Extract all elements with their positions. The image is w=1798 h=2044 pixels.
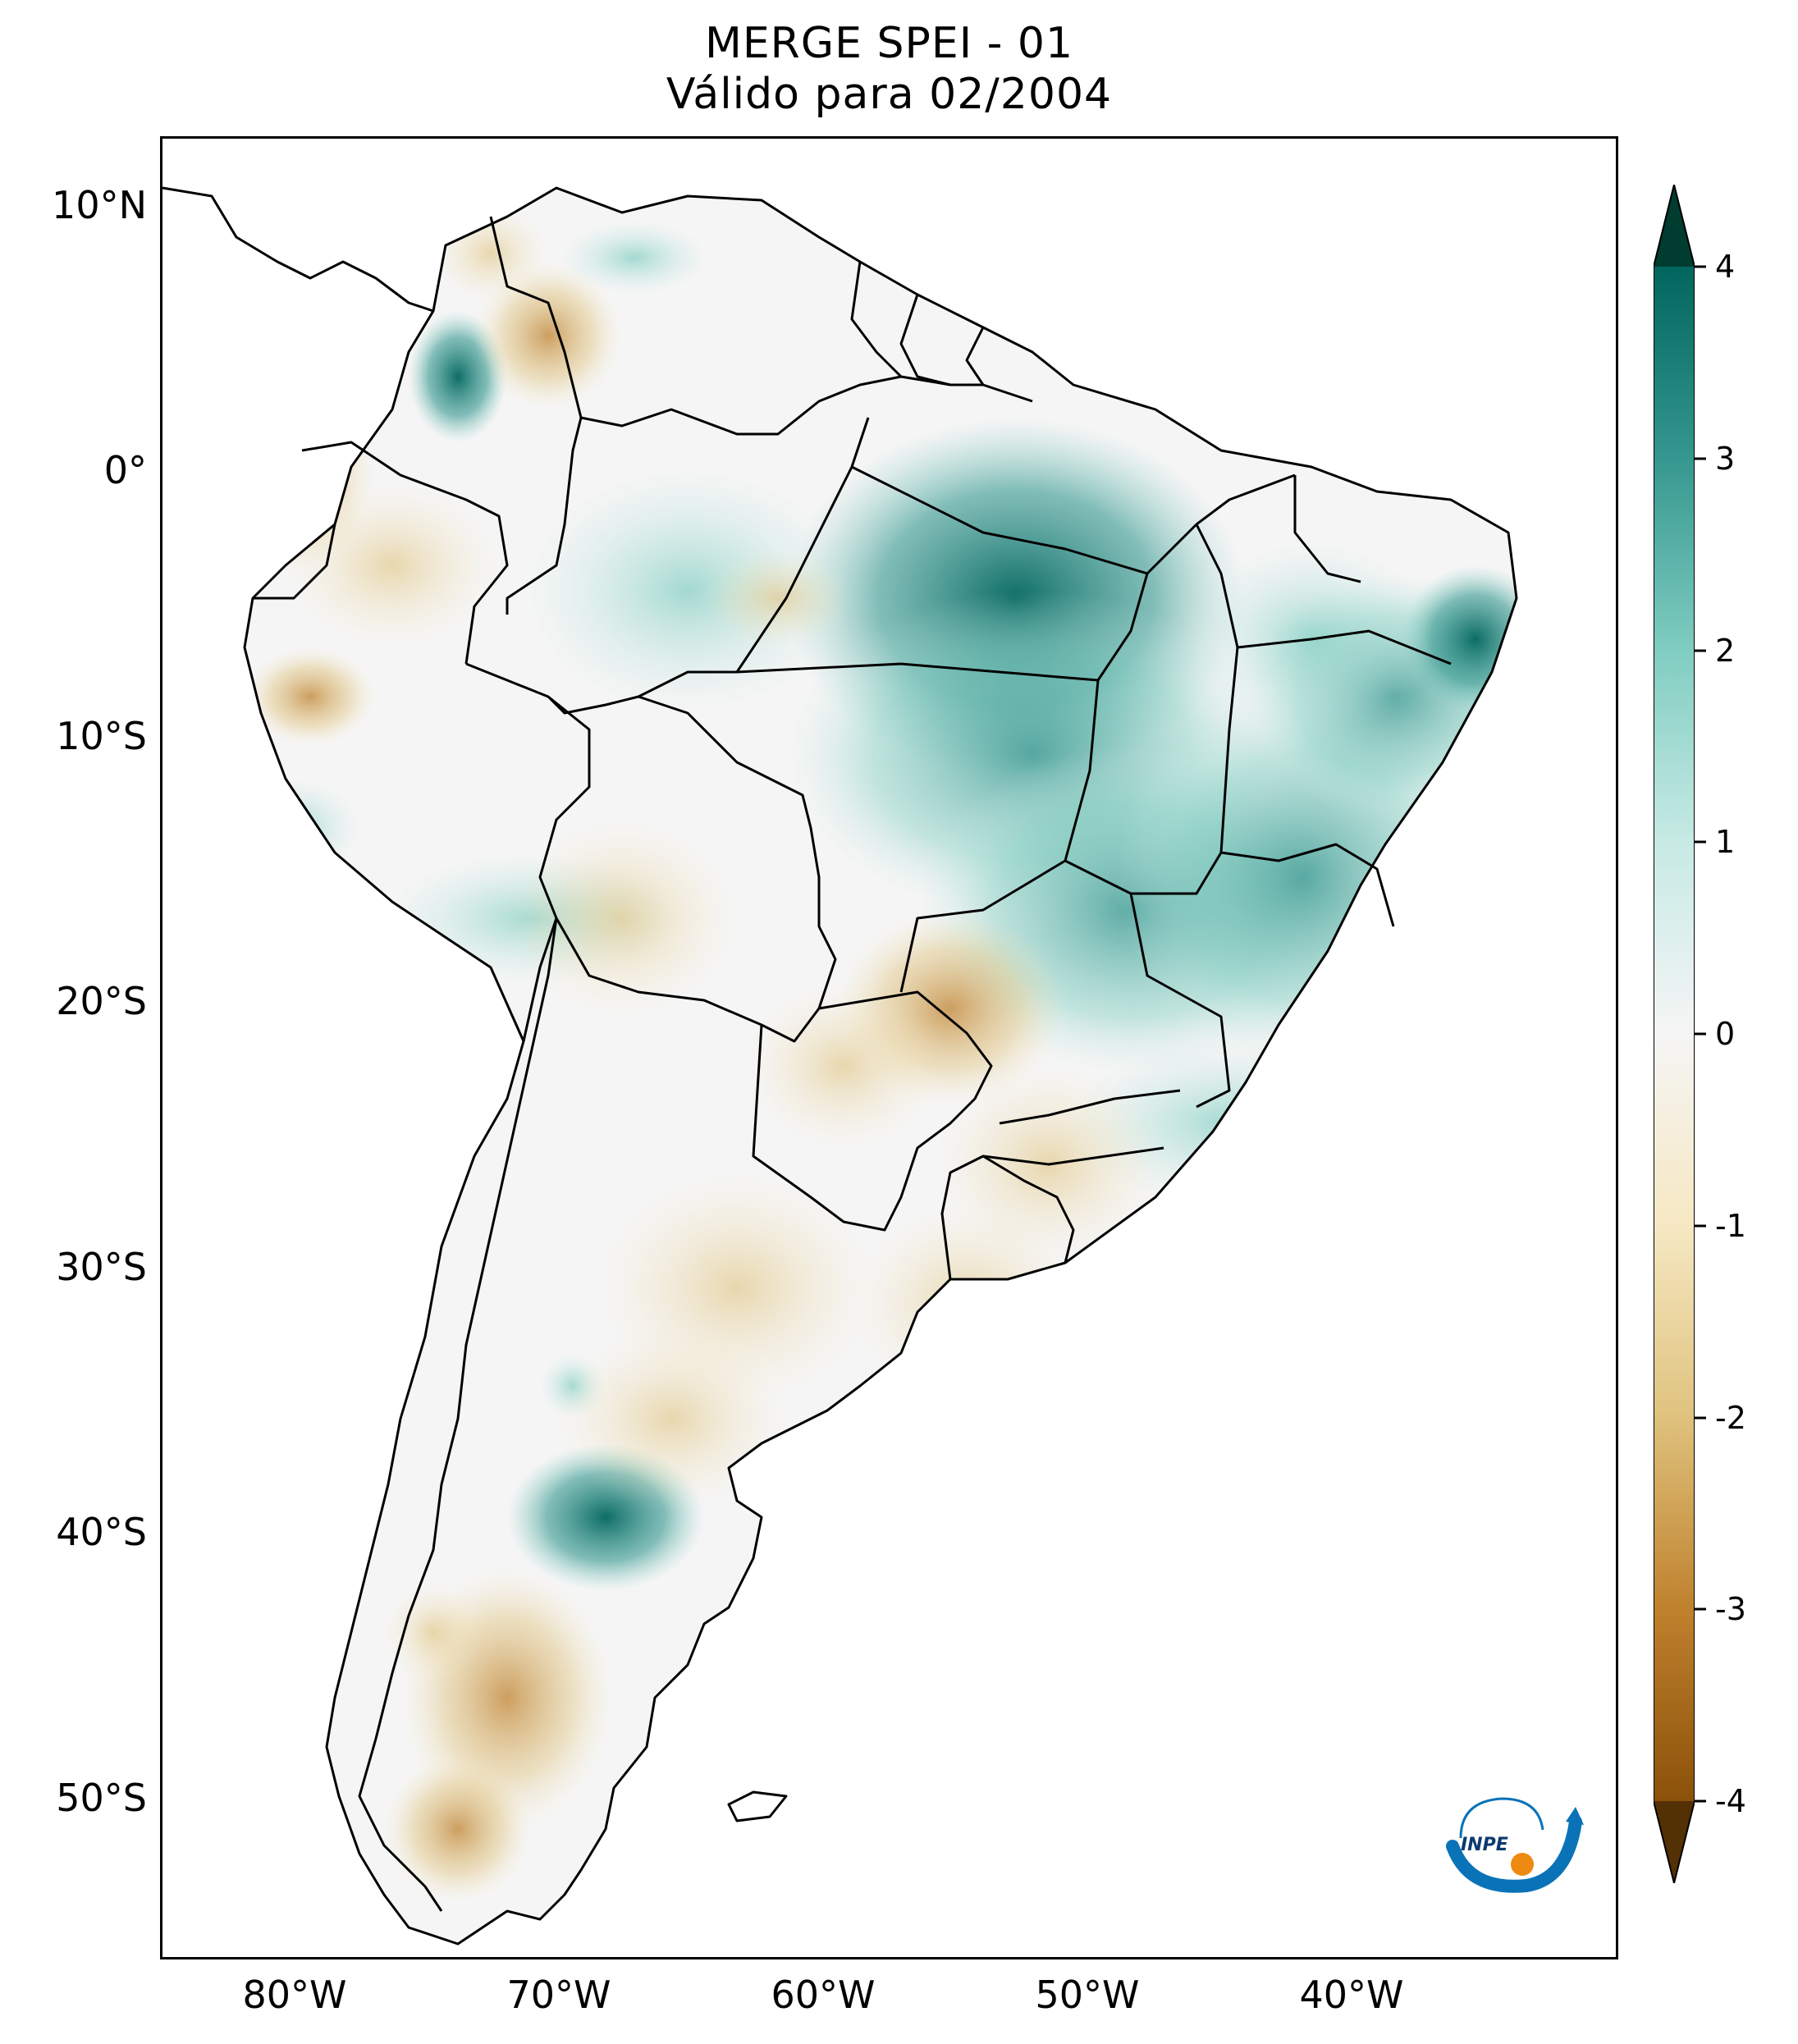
colorbar-tick <box>1695 1224 1706 1228</box>
lat-label: 0° <box>103 448 147 493</box>
map-title: MERGE SPEI - 01 Válido para 02/2004 <box>160 18 1618 120</box>
colorbar-tick-label: 1 <box>1715 824 1736 861</box>
colorbar <box>1654 185 1695 1883</box>
logo-orbit <box>1459 1797 1544 1839</box>
colorbar-tick-label: 3 <box>1715 440 1736 477</box>
logo-sun <box>1511 1853 1534 1876</box>
map-svg <box>162 186 1518 1946</box>
central-america-outline <box>162 186 434 313</box>
border-guyanas <box>850 261 985 386</box>
lat-label: 10°S <box>56 713 147 758</box>
continent-outline <box>243 186 1518 1946</box>
border-colombia-brazil <box>506 417 583 615</box>
colorbar-tick <box>1695 840 1706 844</box>
border-argentina-uruguay <box>940 1155 1075 1280</box>
lon-label: 70°W <box>506 1973 611 2017</box>
map-frame <box>160 136 1618 1959</box>
lat-label: 40°S <box>56 1510 147 1555</box>
colorbar-tick-label: -3 <box>1715 1591 1746 1628</box>
lat-label: 20°S <box>56 979 147 1024</box>
colorbar-extend-top <box>1654 185 1695 267</box>
title-line-1: MERGE SPEI - 01 <box>704 19 1074 68</box>
state-boundaries <box>735 417 1452 1166</box>
colorbar-tick-label: -1 <box>1715 1207 1746 1244</box>
colorbar-tick <box>1695 1032 1706 1036</box>
colorbar-tick <box>1695 1416 1706 1419</box>
colorbar-extend-bottom <box>1654 1801 1695 1883</box>
border-peru-brazil <box>465 662 737 715</box>
lon-label: 60°W <box>771 1973 876 2017</box>
border-bolivia-brazil <box>638 695 837 1009</box>
colorbar-tick <box>1695 265 1706 268</box>
lat-label: 30°S <box>56 1244 147 1289</box>
colorbar-tick <box>1695 457 1706 460</box>
border-venezuela-brazil <box>580 375 1033 436</box>
logo-swoosh <box>1446 1815 1582 1893</box>
colorbar-tick-label: 0 <box>1715 1016 1736 1052</box>
border-peru-bolivia <box>522 695 591 1042</box>
colorbar-tick-label: 2 <box>1715 632 1736 669</box>
colorbar-tick-label: -4 <box>1715 1783 1746 1819</box>
border-ecuador-peru <box>253 524 336 600</box>
lat-label: 10°N <box>52 182 147 227</box>
lon-label: 50°W <box>1035 1973 1140 2017</box>
colorbar-tick <box>1695 1799 1706 1803</box>
inpe-logo: INPE <box>1446 1797 1584 1893</box>
logo-text: INPE <box>1461 1835 1508 1855</box>
border-colombia-venezuela <box>489 216 583 418</box>
lat-label: 50°S <box>56 1775 147 1820</box>
colorbar-tick <box>1695 649 1706 652</box>
lon-label: 80°W <box>242 1973 347 2017</box>
border-argentina-chile <box>358 917 558 1912</box>
border-paraguay <box>752 990 993 1232</box>
border-colombia-ecuador-peru <box>301 441 509 665</box>
colorbar-body <box>1654 267 1695 1801</box>
lon-label: 40°W <box>1299 1973 1404 2017</box>
logo-arrow <box>1566 1807 1584 1825</box>
colorbar-tick-label: -2 <box>1715 1399 1746 1436</box>
border-bolivia-chile-argentina <box>555 917 821 1043</box>
falklands <box>727 1790 788 1822</box>
colorbar-tick-label: 4 <box>1715 249 1736 285</box>
colorbar-tick <box>1695 1607 1706 1611</box>
title-line-2: Válido para 02/2004 <box>666 70 1113 119</box>
